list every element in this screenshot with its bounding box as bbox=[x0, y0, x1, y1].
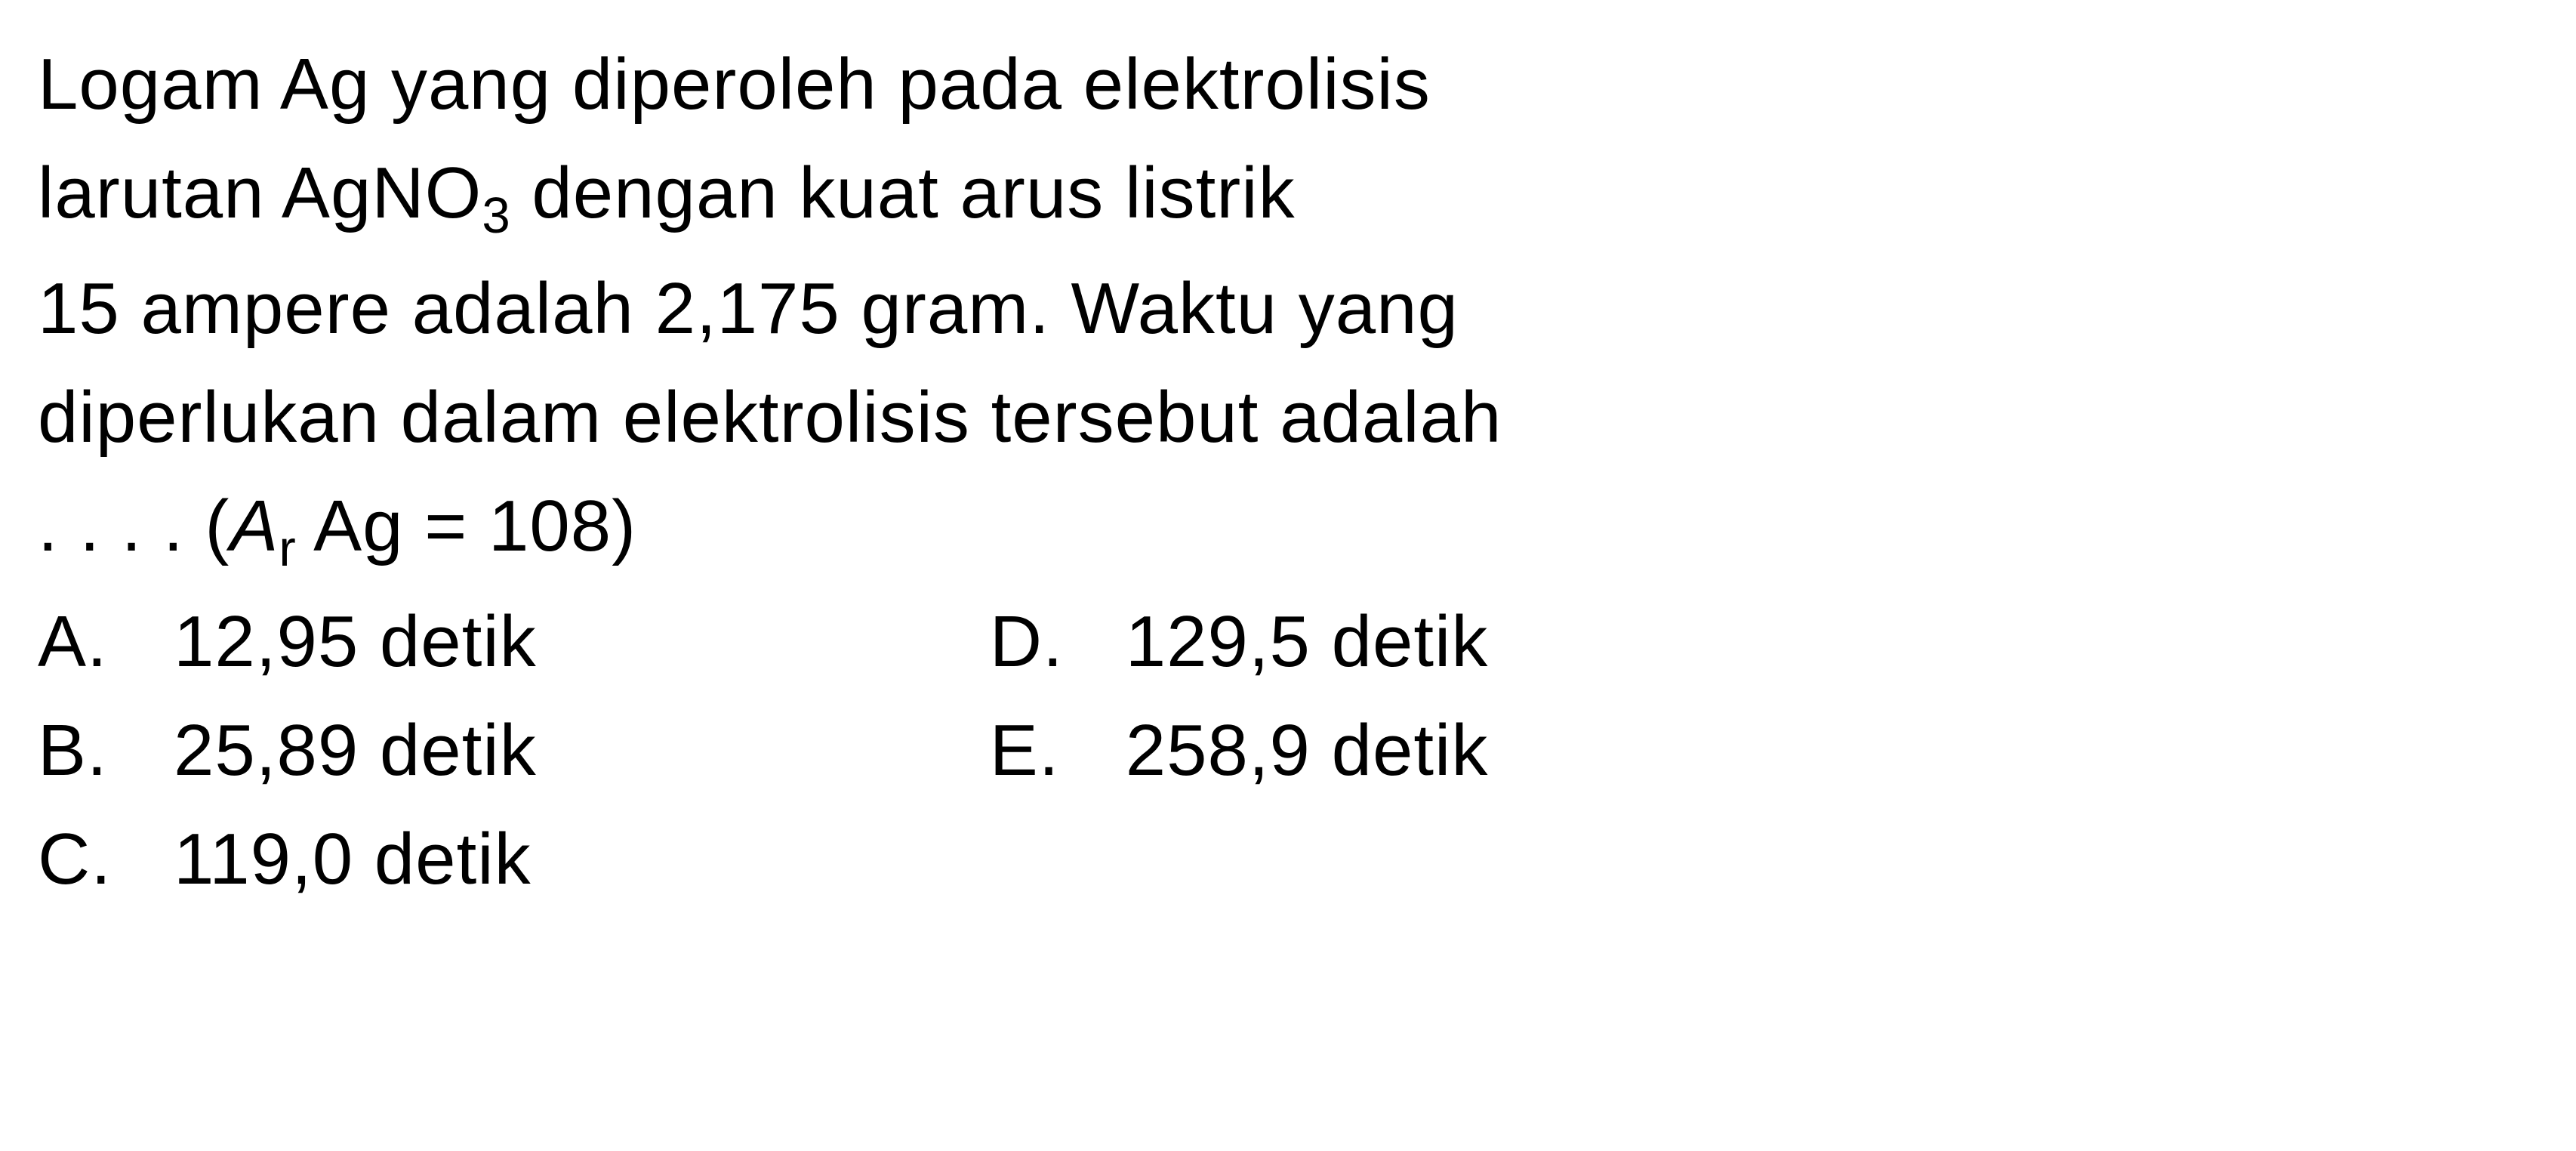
option-text: 119,0 detik bbox=[174, 805, 532, 914]
option-text: 129,5 detik bbox=[1126, 588, 1489, 696]
option-e: E. 258,9 detik bbox=[990, 696, 1489, 805]
question-line-4: diperlukan dalam elektrolisis tersebut a… bbox=[38, 363, 2538, 472]
question-block: Logam Ag yang diperoleh pada elektrolisi… bbox=[38, 30, 2538, 588]
subscript: 3 bbox=[482, 187, 510, 244]
option-c: C. 119,0 detik bbox=[38, 805, 537, 914]
option-letter: B. bbox=[38, 696, 174, 805]
question-line-1: Logam Ag yang diperoleh pada elektrolisi… bbox=[38, 30, 2538, 139]
option-d: D. 129,5 detik bbox=[990, 588, 1489, 696]
subscript-r: r bbox=[279, 520, 296, 577]
options-column-left: A. 12,95 detik B. 25,89 detik C. 119,0 d… bbox=[38, 588, 537, 914]
options-container: A. 12,95 detik B. 25,89 detik C. 119,0 d… bbox=[38, 588, 2538, 914]
text-segment: . . . . ( bbox=[38, 486, 230, 566]
text-segment: Ag = 108) bbox=[297, 486, 636, 566]
option-letter: E. bbox=[990, 696, 1126, 805]
text-segment: larutan AgNO bbox=[38, 153, 482, 233]
variable-a: A bbox=[230, 486, 279, 566]
question-line-5: . . . . (Ar Ag = 108) bbox=[38, 472, 2538, 588]
option-letter: D. bbox=[990, 588, 1126, 696]
option-letter: C. bbox=[38, 805, 174, 914]
option-letter: A. bbox=[38, 588, 174, 696]
question-line-3: 15 ampere adalah 2,175 gram. Waktu yang bbox=[38, 255, 2538, 363]
options-column-right: D. 129,5 detik E. 258,9 detik bbox=[990, 588, 1489, 914]
option-a: A. 12,95 detik bbox=[38, 588, 537, 696]
text-segment: Logam Ag yang diperoleh pada elektrolisi… bbox=[38, 44, 1431, 125]
text-segment: dengan kuat arus listrik bbox=[511, 153, 1296, 233]
question-line-2: larutan AgNO3 dengan kuat arus listrik bbox=[38, 139, 2538, 255]
option-text: 25,89 detik bbox=[174, 696, 537, 805]
option-text: 12,95 detik bbox=[174, 588, 537, 696]
option-b: B. 25,89 detik bbox=[38, 696, 537, 805]
option-text: 258,9 detik bbox=[1126, 696, 1489, 805]
